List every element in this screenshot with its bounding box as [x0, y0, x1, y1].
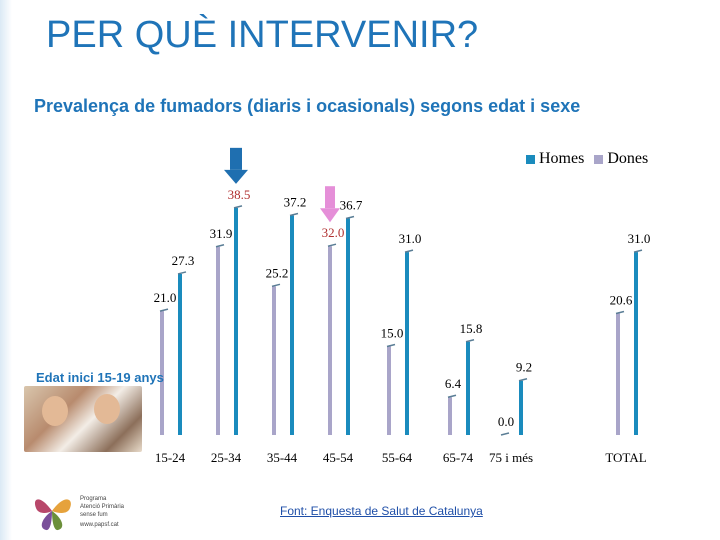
bar-homes — [634, 252, 638, 435]
bar-cap — [289, 212, 299, 217]
bar-cap — [518, 377, 528, 382]
logo-line-4: www.papsf.cat — [79, 522, 119, 528]
bar-dones — [616, 313, 620, 435]
program-logo: Programa Atenció Primària sense fum www.… — [34, 496, 125, 531]
bar-homes — [519, 380, 523, 435]
butterfly-icon — [34, 499, 71, 531]
chart-legend: Homes Dones — [526, 150, 648, 168]
bar-dones — [272, 286, 276, 435]
x-tick-label: 65-74 — [443, 450, 474, 465]
data-label: 31.0 — [399, 231, 422, 246]
bar-cap — [465, 339, 475, 343]
bar-dones — [387, 346, 391, 435]
onset-age-note: Edat inici 15-19 anys — [36, 370, 164, 385]
highlight-arrow-shaft — [325, 186, 335, 209]
logo-line-1: Programa — [80, 496, 107, 502]
source-link[interactable]: Font: Enquesta de Salut de Catalunya — [280, 504, 483, 518]
logo-line-2: Atenció Primària — [80, 504, 125, 510]
page-title: PER QUÈ INTERVENIR? — [46, 14, 479, 56]
bar-cap — [615, 310, 625, 315]
photo-face-right — [94, 394, 120, 424]
bar-cap — [327, 243, 337, 247]
bar-dones — [448, 397, 452, 435]
bar-homes — [290, 215, 294, 435]
data-label: 38.5 — [228, 187, 251, 202]
data-label: 21.0 — [154, 290, 177, 305]
data-label: 27.3 — [172, 253, 195, 268]
data-label: 31.9 — [210, 226, 233, 241]
bar-cap — [633, 249, 643, 253]
legend-label-homes: Homes — [539, 150, 585, 167]
bar-cap — [271, 283, 281, 288]
bar-dones — [160, 311, 164, 435]
bar-homes — [346, 218, 350, 435]
data-label: 15.0 — [381, 326, 404, 341]
data-label: 20.6 — [610, 292, 633, 307]
data-label: 15.8 — [460, 321, 483, 336]
bar-homes — [405, 252, 409, 435]
legend-label-dones: Dones — [607, 150, 649, 167]
bar-cap — [500, 432, 510, 436]
bar-cap — [447, 394, 457, 398]
bar-cap — [345, 215, 355, 220]
x-tick-label: 35-44 — [267, 450, 298, 465]
x-tick-label: 15-24 — [155, 450, 186, 465]
x-tick-label: 45-54 — [323, 450, 354, 465]
bar-dones — [216, 246, 220, 435]
highlight-arrow-shaft — [230, 147, 242, 170]
bar-cap — [404, 249, 414, 253]
data-label: 36.7 — [340, 197, 363, 212]
bar-cap — [233, 205, 243, 209]
bar-cap — [159, 308, 169, 312]
couple-photo — [24, 386, 142, 452]
chart-subtitle: Prevalença de fumadors (diaris i ocasion… — [34, 96, 581, 116]
data-label: 32.0 — [322, 225, 345, 240]
x-tick-label: 55-64 — [382, 450, 413, 465]
highlight-arrow-head — [224, 169, 248, 184]
photo-face-left — [42, 396, 68, 426]
legend-swatch-homes — [526, 154, 535, 164]
bar-homes — [466, 341, 470, 435]
bar-homes — [234, 207, 238, 435]
left-stripe — [0, 0, 12, 540]
legend-swatch-dones — [594, 154, 604, 164]
legend-item-dones: Dones — [594, 150, 648, 168]
data-label: 25.2 — [266, 265, 289, 280]
x-tick-label: TOTAL — [605, 450, 646, 465]
legend-item-homes: Homes — [526, 150, 584, 168]
bar-homes — [178, 273, 182, 435]
data-label: 9.2 — [516, 360, 532, 375]
bar-cap — [215, 244, 225, 248]
x-tick-label: 75 i més — [489, 450, 533, 465]
data-label: 6.4 — [445, 376, 462, 391]
data-label: 0.0 — [498, 414, 514, 429]
logo-line-3: sense fum — [80, 512, 108, 518]
highlight-arrow-head — [320, 208, 340, 223]
bar-cap — [177, 271, 187, 275]
bar-cap — [386, 343, 396, 348]
data-label: 31.0 — [628, 231, 651, 246]
data-label: 37.2 — [284, 195, 307, 210]
bar-dones — [328, 246, 332, 435]
x-tick-label: 25-34 — [211, 450, 242, 465]
